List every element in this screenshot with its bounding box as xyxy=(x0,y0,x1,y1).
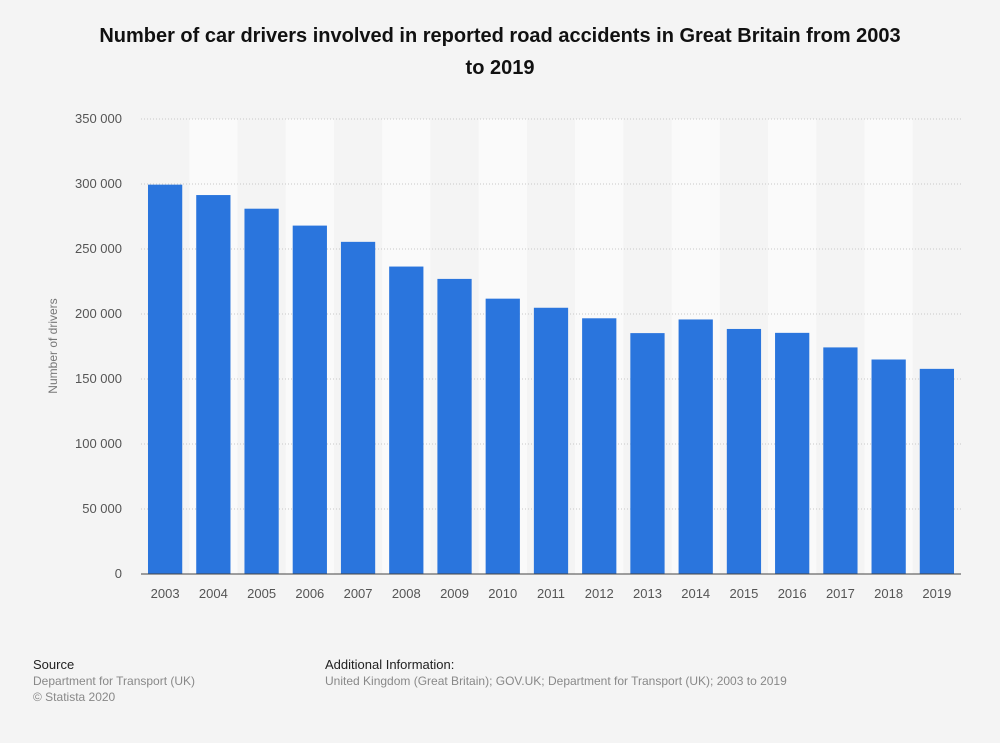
chart-title: Number of car drivers involved in report… xyxy=(40,20,960,84)
bar-2012[interactable] xyxy=(582,318,617,574)
x-tick-label: 2016 xyxy=(778,586,807,601)
bar-2015[interactable] xyxy=(726,328,762,574)
y-tick-label: 200 000 xyxy=(75,306,122,321)
x-tick-label: 2007 xyxy=(344,586,373,601)
x-tick-label: 2012 xyxy=(585,586,614,601)
x-tick-label: 2017 xyxy=(826,586,855,601)
y-tick-label: 50 000 xyxy=(82,501,122,516)
x-tick-label: 2015 xyxy=(729,586,758,601)
y-tick-label: 0 xyxy=(115,566,122,581)
bars xyxy=(147,184,955,575)
bar-2008[interactable] xyxy=(389,266,424,574)
x-axis-ticks: 2003 2004 2005 2006 2007 2008 2009 2010 2011 2012… xyxy=(151,586,952,601)
bar-2018[interactable] xyxy=(871,359,906,575)
y-tick-label: 350 000 xyxy=(75,111,122,126)
bar-2010[interactable] xyxy=(485,298,520,574)
bar-2014[interactable] xyxy=(678,319,713,574)
y-tick-label: 250 000 xyxy=(75,241,122,256)
x-tick-label: 2003 xyxy=(151,586,180,601)
additional-info-heading: Additional Information: xyxy=(325,657,455,672)
bar-2016[interactable] xyxy=(775,332,810,574)
source-text[interactable]: Department for Transport (UK) xyxy=(33,674,196,688)
chart-title-line-2: to 2019 xyxy=(465,57,535,79)
bar-2009[interactable] xyxy=(437,278,472,574)
x-tick-label: 2004 xyxy=(199,586,228,601)
x-tick-label: 2011 xyxy=(537,586,565,601)
source-heading: Source xyxy=(33,657,75,672)
bar-2007[interactable] xyxy=(340,241,376,574)
y-axis-label: Number of drivers xyxy=(46,298,60,393)
y-tick-label: 300 000 xyxy=(75,176,122,191)
x-tick-label: 2006 xyxy=(295,586,324,601)
y-tick-label: 100 000 xyxy=(75,436,122,451)
bar-2004[interactable] xyxy=(196,195,231,575)
x-tick-label: 2018 xyxy=(874,586,903,601)
bar-2005[interactable] xyxy=(244,208,279,574)
x-tick-label: 2008 xyxy=(392,586,421,601)
x-tick-label: 2005 xyxy=(247,586,276,601)
bar-2019[interactable] xyxy=(919,368,955,574)
bar-2011[interactable] xyxy=(533,307,569,574)
x-tick-label: 2013 xyxy=(633,586,662,601)
bar-2017[interactable] xyxy=(823,347,858,574)
bar-2013[interactable] xyxy=(630,333,665,574)
y-axis-ticks: 0 50 000 100 000 150 000 200 000 250 000 300 0… xyxy=(75,111,122,581)
bar-chart: 0 50 000 100 000 150 000 200 000 250 000 300 0… xyxy=(46,111,961,601)
additional-info-text: United Kingdom (Great Britain); GOV.UK; … xyxy=(325,674,787,688)
x-tick-label: 2014 xyxy=(681,586,710,601)
x-tick-label: 2019 xyxy=(922,586,951,601)
bar-2003[interactable] xyxy=(147,184,183,574)
copyright-text: © Statista 2020 xyxy=(33,690,116,704)
chart-title-line-1: Number of car drivers involved in report… xyxy=(99,25,901,47)
x-tick-label: 2009 xyxy=(440,586,469,601)
y-tick-label: 150 000 xyxy=(75,371,122,386)
additional-info-block: Additional Information: United Kingdom (… xyxy=(325,657,787,689)
bar-2006[interactable] xyxy=(292,225,327,574)
source-block: Source Department for Transport (UK) © S… xyxy=(33,657,195,705)
x-tick-label: 2010 xyxy=(488,586,517,601)
